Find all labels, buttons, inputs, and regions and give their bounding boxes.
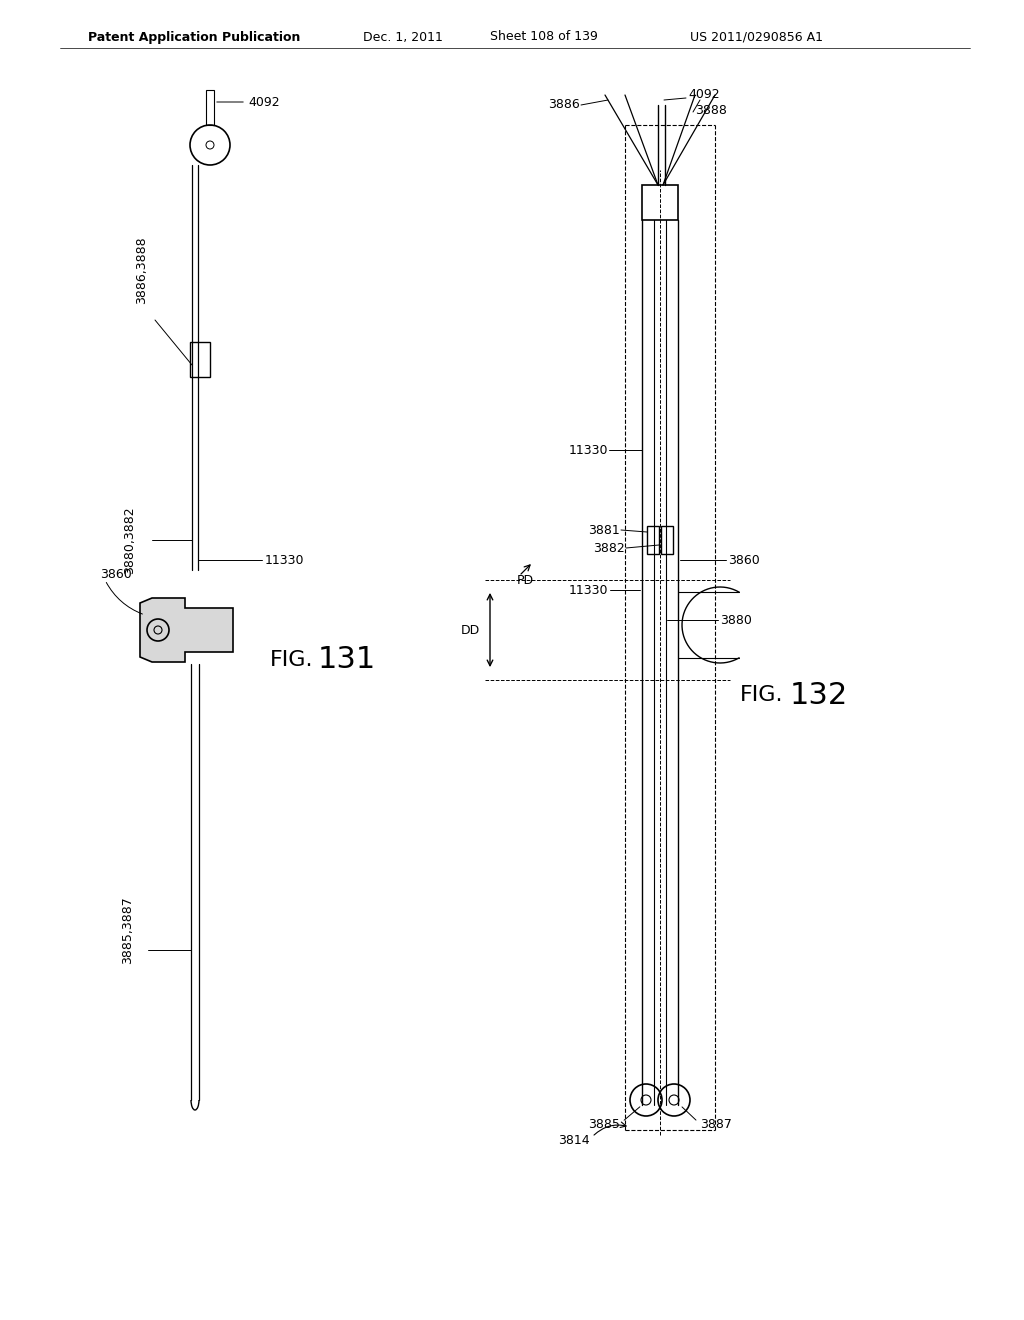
Text: 3880: 3880 — [720, 614, 752, 627]
Text: 3885: 3885 — [588, 1118, 620, 1131]
Text: 3882: 3882 — [593, 541, 625, 554]
Text: 3885,3887: 3885,3887 — [122, 896, 134, 964]
Text: Sheet 108 of 139: Sheet 108 of 139 — [490, 30, 598, 44]
Text: PD: PD — [517, 573, 535, 586]
Polygon shape — [140, 598, 233, 663]
Bar — [642, 185, 678, 220]
Text: 131: 131 — [318, 645, 376, 675]
Bar — [662, 525, 673, 554]
Text: 3814: 3814 — [558, 1134, 590, 1147]
Bar — [190, 342, 210, 378]
Text: 4092: 4092 — [688, 88, 720, 102]
Text: 3881: 3881 — [588, 524, 620, 536]
Text: 3886: 3886 — [548, 99, 580, 111]
Text: 4092: 4092 — [248, 95, 280, 108]
Text: 11330: 11330 — [265, 553, 304, 566]
Text: 3886,3888: 3886,3888 — [135, 236, 148, 304]
Text: 3860: 3860 — [728, 553, 760, 566]
Bar — [206, 90, 214, 125]
Bar — [647, 525, 659, 554]
Text: 3860: 3860 — [100, 569, 132, 582]
Text: 3887: 3887 — [700, 1118, 732, 1131]
Text: 11330: 11330 — [568, 444, 608, 457]
Text: 3880,3882: 3880,3882 — [124, 506, 136, 574]
Text: Patent Application Publication: Patent Application Publication — [88, 30, 300, 44]
Text: DD: DD — [461, 623, 480, 636]
Text: FIG.: FIG. — [740, 685, 783, 705]
Text: US 2011/0290856 A1: US 2011/0290856 A1 — [690, 30, 823, 44]
Text: 3888: 3888 — [695, 103, 727, 116]
Text: Dec. 1, 2011: Dec. 1, 2011 — [362, 30, 442, 44]
Text: 132: 132 — [790, 681, 848, 710]
Text: 11330: 11330 — [568, 583, 608, 597]
Text: FIG.: FIG. — [270, 649, 313, 671]
